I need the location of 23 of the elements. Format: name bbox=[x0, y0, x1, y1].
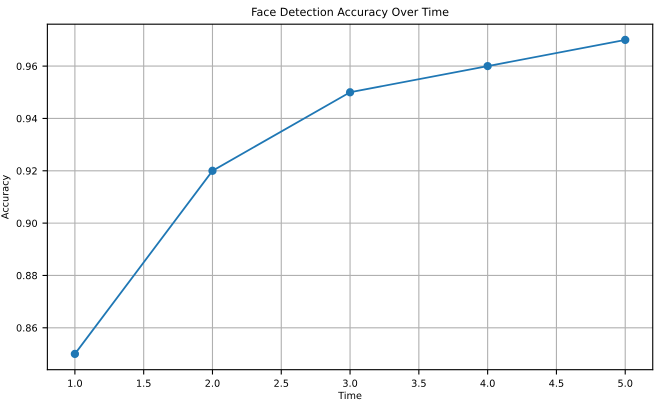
y-tick-label: 0.94 bbox=[16, 114, 38, 122]
x-tick-label: 1.5 bbox=[137, 380, 151, 387]
point bbox=[70, 350, 80, 358]
point bbox=[346, 88, 354, 96]
point bbox=[208, 166, 217, 175]
x-tick-label: 5.0 bbox=[618, 380, 632, 387]
point bbox=[483, 62, 492, 70]
x-tick-label: 1.0 bbox=[68, 380, 82, 387]
x-tick-label: 2.0 bbox=[205, 380, 220, 387]
chart-title: Face Detection Accuracy Over Time bbox=[252, 7, 448, 18]
x-tick-label: 4.5 bbox=[549, 380, 564, 387]
x-axis-title: Time bbox=[338, 392, 362, 400]
point bbox=[621, 36, 630, 44]
y-tick-label: 0.88 bbox=[16, 272, 37, 280]
y-axis-title: Accuracy bbox=[1, 175, 10, 220]
x-tick-label: 2.5 bbox=[274, 380, 288, 387]
x-tick-label: 4.0 bbox=[480, 380, 495, 387]
x-tick-label: 3.0 bbox=[343, 380, 358, 387]
x-tick-label: 3.5 bbox=[412, 380, 426, 387]
y-tick-label: 0.90 bbox=[16, 220, 38, 227]
y-tick-label: 0.96 bbox=[16, 62, 38, 70]
y-tick-label: 0.86 bbox=[16, 324, 38, 332]
y-tick-label: 0.92 bbox=[16, 167, 37, 175]
